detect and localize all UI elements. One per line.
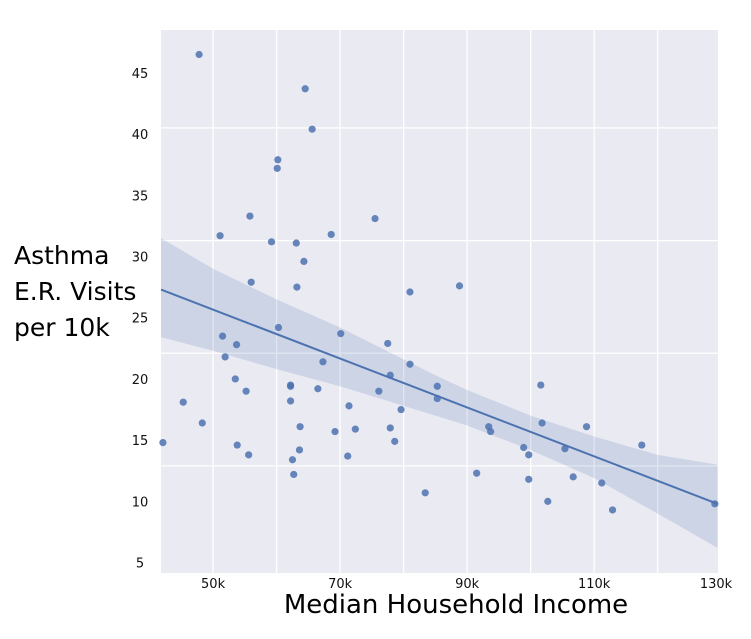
data-point xyxy=(537,381,545,389)
data-point xyxy=(569,473,577,481)
data-point xyxy=(159,439,167,447)
data-point xyxy=(274,156,282,164)
data-point xyxy=(487,427,495,436)
y-axis-label-line: E.R. Visits xyxy=(14,277,137,306)
y-tick-label: 45 xyxy=(132,67,149,82)
y-tick-label: 40 xyxy=(132,128,149,143)
data-point xyxy=(608,506,617,514)
x-tick-label: 70k xyxy=(328,577,353,592)
data-point xyxy=(538,419,546,427)
data-point xyxy=(274,323,283,332)
data-point xyxy=(296,423,304,431)
x-tick-label: 130k xyxy=(700,577,733,592)
data-point xyxy=(473,469,481,477)
data-point xyxy=(179,398,187,406)
data-point xyxy=(288,456,297,464)
data-point xyxy=(195,50,203,59)
data-point xyxy=(386,424,394,432)
x-tick-label: 110k xyxy=(578,577,611,592)
data-point xyxy=(308,125,316,133)
data-point xyxy=(286,397,295,405)
y-tick-label: 20 xyxy=(132,373,149,388)
y-axis-label: Asthma E.R. Visits per 10k xyxy=(14,238,136,346)
data-point xyxy=(375,387,383,395)
data-point xyxy=(290,470,298,479)
data-point xyxy=(221,353,229,361)
confidence-band xyxy=(161,238,718,548)
data-point xyxy=(219,332,227,340)
data-point xyxy=(455,282,464,290)
data-point xyxy=(345,402,353,410)
data-point xyxy=(327,230,335,239)
y-tick-label: 35 xyxy=(132,189,149,204)
data-point xyxy=(406,288,414,296)
y-axis-label-line: Asthma xyxy=(14,241,110,270)
data-point xyxy=(561,445,569,453)
data-point xyxy=(295,446,304,454)
data-point xyxy=(216,232,224,240)
x-axis-ticks: 50k 70k 90k 110k 130k xyxy=(201,577,733,592)
data-point xyxy=(406,360,414,368)
data-point xyxy=(301,85,309,93)
data-point xyxy=(331,427,339,436)
data-point xyxy=(351,425,359,433)
data-point xyxy=(300,257,308,266)
data-points xyxy=(159,50,719,514)
data-point xyxy=(598,479,606,487)
x-tick-label: 90k xyxy=(455,577,480,592)
data-point xyxy=(397,405,405,414)
data-point xyxy=(582,423,591,431)
gridlines xyxy=(161,30,718,573)
data-point xyxy=(198,419,206,427)
data-point xyxy=(273,164,281,172)
data-point xyxy=(544,497,552,505)
data-point xyxy=(371,214,379,223)
data-point xyxy=(247,278,255,286)
data-point xyxy=(433,394,441,403)
data-point xyxy=(386,371,394,379)
y-tick-label: 10 xyxy=(132,495,149,510)
data-point xyxy=(286,382,295,390)
data-point xyxy=(314,385,322,393)
data-point xyxy=(319,358,327,366)
y-tick-label: 15 xyxy=(132,434,149,449)
data-point xyxy=(337,330,345,338)
data-point xyxy=(525,451,533,459)
data-point xyxy=(421,489,429,497)
data-point xyxy=(293,283,301,291)
data-point xyxy=(292,239,300,247)
data-point xyxy=(384,339,392,348)
y-axis-ticks: 5 10 15 20 25 30 35 40 45 xyxy=(132,67,149,572)
y-tick-label: 30 xyxy=(132,251,149,266)
plot-area xyxy=(161,30,718,573)
y-axis-label-line: per 10k xyxy=(14,313,110,342)
x-axis-label: Median Household Income xyxy=(283,590,629,620)
data-point xyxy=(232,341,241,349)
data-point xyxy=(433,382,441,390)
data-point xyxy=(344,452,352,460)
data-point xyxy=(711,500,719,508)
data-point xyxy=(525,475,533,483)
y-tick-label: 5 xyxy=(136,557,144,572)
data-point xyxy=(231,375,239,383)
data-point xyxy=(267,238,276,246)
data-point xyxy=(391,437,399,445)
data-point xyxy=(246,212,254,220)
data-point xyxy=(242,387,250,395)
data-point xyxy=(233,441,241,449)
data-point xyxy=(638,441,646,449)
data-point xyxy=(520,443,528,452)
data-point xyxy=(245,451,253,459)
x-tick-label: 50k xyxy=(201,577,226,592)
y-tick-label: 25 xyxy=(132,312,149,327)
